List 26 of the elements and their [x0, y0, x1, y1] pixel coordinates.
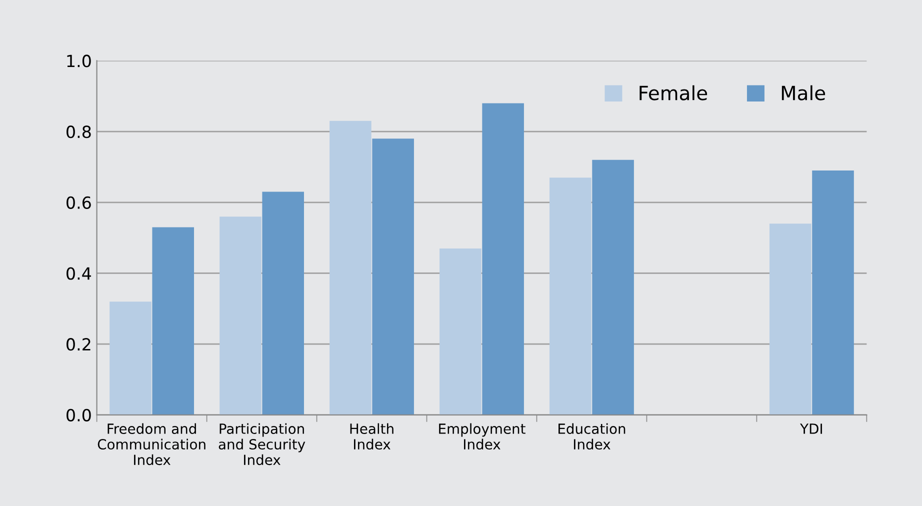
- bar: [550, 178, 592, 415]
- x-tick-label: Education Index: [558, 423, 626, 450]
- y-tick-label: 0.2: [66, 338, 90, 351]
- bar: [440, 248, 482, 415]
- y-tick-label: 0.8: [66, 126, 91, 138]
- bar: [372, 138, 414, 415]
- bar: [592, 160, 634, 415]
- y-tick-label: 0.6: [66, 196, 91, 209]
- bar: [769, 224, 812, 415]
- y-tick-label: 0.4: [66, 267, 92, 280]
- x-tick-label: Employment Index: [439, 423, 526, 450]
- bar: [812, 170, 854, 415]
- legend-label: Female: [640, 85, 708, 100]
- y-tick-label: 0.0: [66, 408, 91, 422]
- bar: [262, 192, 304, 415]
- x-tick-label: YDI: [800, 424, 822, 434]
- bar: [110, 302, 152, 415]
- x-tick-label: Health Index: [350, 423, 394, 450]
- y-tick-label: 1.0: [67, 54, 91, 68]
- bar: [482, 103, 524, 415]
- bar: [330, 120, 372, 415]
- bar: [220, 216, 262, 415]
- legend-label: Male: [782, 85, 826, 100]
- bar: [152, 227, 194, 415]
- x-tick-label: Freedom and Communication Index: [98, 423, 206, 466]
- x-tick-label: Participation and Security Index: [218, 423, 306, 466]
